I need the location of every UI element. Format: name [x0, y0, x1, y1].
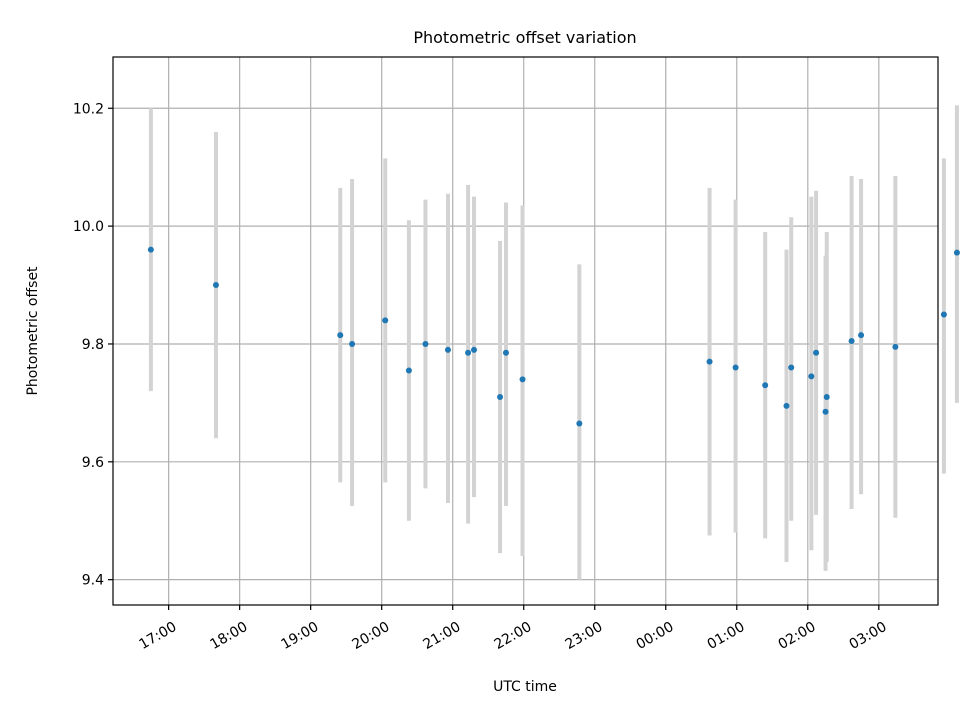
data-point [465, 350, 471, 356]
data-point [213, 282, 219, 288]
y-tick-label: 10.0 [73, 219, 104, 235]
data-point [788, 365, 794, 371]
data-point [576, 421, 582, 427]
data-point [823, 409, 829, 415]
data-point [892, 344, 898, 350]
chart-title: Photometric offset variation [413, 28, 636, 47]
x-axis-label: UTC time [493, 679, 557, 695]
data-point [733, 365, 739, 371]
data-point [422, 341, 428, 347]
data-point [497, 394, 503, 400]
data-point [707, 359, 713, 365]
y-tick-label: 9.6 [82, 455, 104, 471]
data-point [503, 350, 509, 356]
data-point [406, 367, 412, 373]
data-point [824, 394, 830, 400]
data-point [337, 332, 343, 338]
data-point [520, 376, 526, 382]
data-point [382, 317, 388, 323]
data-point [349, 341, 355, 347]
data-point [808, 373, 814, 379]
data-point [813, 350, 819, 356]
data-point [783, 403, 789, 409]
data-point [858, 332, 864, 338]
y-tick-label: 9.4 [82, 573, 104, 589]
y-axis-label: Photometric offset [25, 266, 41, 396]
data-point [762, 382, 768, 388]
y-tick-label: 9.8 [82, 337, 104, 353]
data-point [954, 250, 960, 256]
data-point [941, 312, 947, 318]
data-point [445, 347, 451, 353]
data-point [849, 338, 855, 344]
y-tick-label: 10.2 [73, 101, 104, 117]
data-point [148, 247, 154, 253]
data-point [471, 347, 477, 353]
